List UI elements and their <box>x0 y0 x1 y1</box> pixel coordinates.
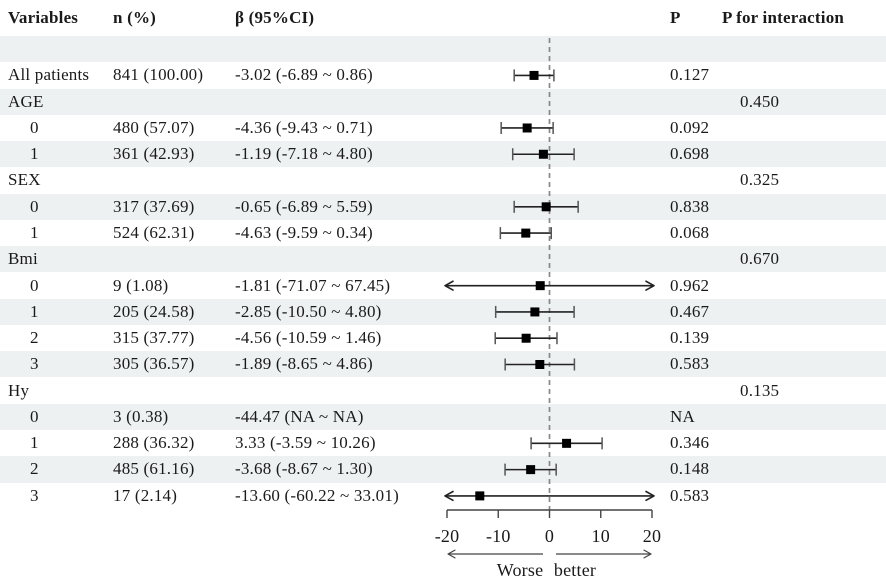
cell-beta-ci: -4.63 (-9.59 ~ 0.34) <box>235 222 373 242</box>
cell-n-pct: 524 (62.31) <box>113 222 195 242</box>
cell-variable: 1 <box>30 433 39 453</box>
worse-label: Worse <box>497 560 544 580</box>
cell-p: 0.583 <box>670 354 710 374</box>
cell-variable: 0 <box>30 196 39 216</box>
table-body: All patients 841 (100.00) -3.02 (-6.89 ~ 0… <box>0 36 886 509</box>
x-axis-tick-label: 0 <box>545 526 554 546</box>
table-row: 0 9 (1.08) -1.81 (-71.07 ~ 67.45) 0.962 <box>0 272 886 298</box>
cell-n-pct: 9 (1.08) <box>113 275 169 295</box>
table-row: Bmi 0.670 <box>0 246 886 273</box>
cell-beta-ci: -1.19 (-7.18 ~ 4.80) <box>235 144 373 164</box>
column-header-beta-ci: β (95%CI) <box>235 8 315 27</box>
cell-n-pct: 288 (36.32) <box>113 433 195 453</box>
cell-n-pct: 205 (24.58) <box>113 301 195 321</box>
cell-n-pct: 17 (2.14) <box>113 485 178 505</box>
cell-n-pct: 485 (61.16) <box>113 459 195 479</box>
cell-beta-ci: -44.47 (NA ~ NA) <box>235 406 364 426</box>
cell-p-interaction: 0.670 <box>740 249 780 269</box>
better-arrowhead <box>643 549 652 559</box>
cell-beta-ci: 3.33 (-3.59 ~ 10.26) <box>235 433 376 453</box>
cell-beta-ci: -3.02 (-6.89 ~ 0.86) <box>235 65 373 85</box>
cell-p: 0.092 <box>670 117 710 137</box>
x-axis-tick-label: -10 <box>486 526 511 546</box>
x-axis: -20 -10 0 10 20 <box>435 509 661 546</box>
cell-p-interaction: 0.135 <box>740 380 780 400</box>
cell-n-pct: 3 (0.38) <box>113 406 169 426</box>
cell-p: 0.467 <box>670 301 710 321</box>
cell-n-pct: 480 (57.07) <box>113 117 195 137</box>
cell-n-pct: 315 (37.77) <box>113 328 195 348</box>
cell-n-pct: 317 (37.69) <box>113 196 195 216</box>
table-row: 1 361 (42.93) -1.19 (-7.18 ~ 4.80) 0.698 <box>0 141 886 168</box>
cell-beta-ci: -2.85 (-10.50 ~ 4.80) <box>235 301 382 321</box>
cell-p: 0.583 <box>670 485 710 505</box>
x-axis-tick-label: 20 <box>643 526 661 546</box>
cell-variable: 0 <box>30 117 39 137</box>
table-row: 0 317 (37.69) -0.65 (-6.89 ~ 5.59) 0.838 <box>0 193 886 220</box>
cell-n-pct: 841 (100.00) <box>113 65 204 85</box>
column-header-p: P <box>670 8 681 27</box>
cell-variable: All patients <box>8 65 90 85</box>
cell-n-pct: 305 (36.57) <box>113 354 195 374</box>
cell-beta-ci: -1.81 (-71.07 ~ 67.45) <box>235 275 391 295</box>
cell-p: 0.127 <box>670 65 710 85</box>
cell-beta-ci: -1.89 (-8.65 ~ 4.86) <box>235 354 373 374</box>
table-row: 1 288 (36.32) 3.33 (-3.59 ~ 10.26) 0.346 <box>0 430 886 456</box>
x-axis-tick-label: 10 <box>592 526 610 546</box>
cell-p-interaction: 0.450 <box>740 91 780 111</box>
cell-variable: SEX <box>8 170 41 190</box>
cell-p-interaction: 0.325 <box>740 170 780 190</box>
cell-beta-ci: -3.68 (-8.67 ~ 1.30) <box>235 459 373 479</box>
cell-n-pct: 361 (42.93) <box>113 144 195 164</box>
cell-p: 0.962 <box>670 275 710 295</box>
table-row: SEX 0.325 <box>0 167 886 193</box>
cell-p: 0.148 <box>670 459 710 479</box>
cell-variable: 0 <box>30 275 39 295</box>
cell-p: 0.698 <box>670 144 710 164</box>
cell-variable: 1 <box>30 222 39 242</box>
cell-variable: 3 <box>30 485 39 505</box>
cell-beta-ci: -4.56 (-10.59 ~ 1.46) <box>235 328 382 348</box>
table-row: 3 17 (2.14) -13.60 (-60.22 ~ 33.01) 0.583 <box>0 483 886 509</box>
table-row <box>0 36 886 63</box>
cell-variable: 2 <box>30 328 39 348</box>
cell-beta-ci: -0.65 (-6.89 ~ 5.59) <box>235 196 373 216</box>
table-row: 1 524 (62.31) -4.63 (-9.59 ~ 0.34) 0.068 <box>0 220 886 246</box>
table-row: Hy 0.135 <box>0 377 886 403</box>
table-row: 1 205 (24.58) -2.85 (-10.50 ~ 4.80) 0.467 <box>0 298 886 325</box>
cell-variable: 3 <box>30 354 39 374</box>
table-row: 2 485 (61.16) -3.68 (-8.67 ~ 1.30) 0.148 <box>0 456 886 483</box>
table-header-row: Variables n (%) β (95%CI) P P for intera… <box>0 0 886 36</box>
cell-p: 0.139 <box>670 328 710 348</box>
column-header-p-interaction: P for interaction <box>722 8 845 27</box>
cell-p: 0.068 <box>670 222 710 242</box>
table-row: 0 480 (57.07) -4.36 (-9.43 ~ 0.71) 0.092 <box>0 115 886 141</box>
cell-variable: AGE <box>8 91 44 111</box>
table-row: 3 305 (36.57) -1.89 (-8.65 ~ 4.86) 0.583 <box>0 351 886 378</box>
worse-arrowhead <box>447 549 456 559</box>
cell-p: 0.838 <box>670 196 710 216</box>
table-row: All patients 841 (100.00) -3.02 (-6.89 ~ 0… <box>0 62 886 88</box>
cell-beta-ci: -4.36 (-9.43 ~ 0.71) <box>235 117 373 137</box>
cell-variable: Bmi <box>8 249 38 269</box>
column-header-variables: Variables <box>8 8 79 27</box>
table-row: 0 3 (0.38) -44.47 (NA ~ NA) NA <box>0 403 886 430</box>
cell-variable: 0 <box>30 406 39 426</box>
table-row: AGE 0.450 <box>0 88 886 115</box>
cell-variable: 1 <box>30 301 39 321</box>
cell-variable: 2 <box>30 459 39 479</box>
cell-beta-ci: -13.60 (-60.22 ~ 33.01) <box>235 485 399 505</box>
direction-annotations: Worse better <box>447 549 652 580</box>
cell-variable: 1 <box>30 144 39 164</box>
cell-variable: Hy <box>8 380 30 400</box>
cell-p: 0.346 <box>670 433 710 453</box>
column-header-n-pct: n (%) <box>113 8 157 27</box>
x-axis-tick-label: -20 <box>435 526 460 546</box>
cell-p: NA <box>670 406 695 426</box>
table-row: 2 315 (37.77) -4.56 (-10.59 ~ 1.46) 0.139 <box>0 325 886 351</box>
better-label: better <box>554 560 596 580</box>
